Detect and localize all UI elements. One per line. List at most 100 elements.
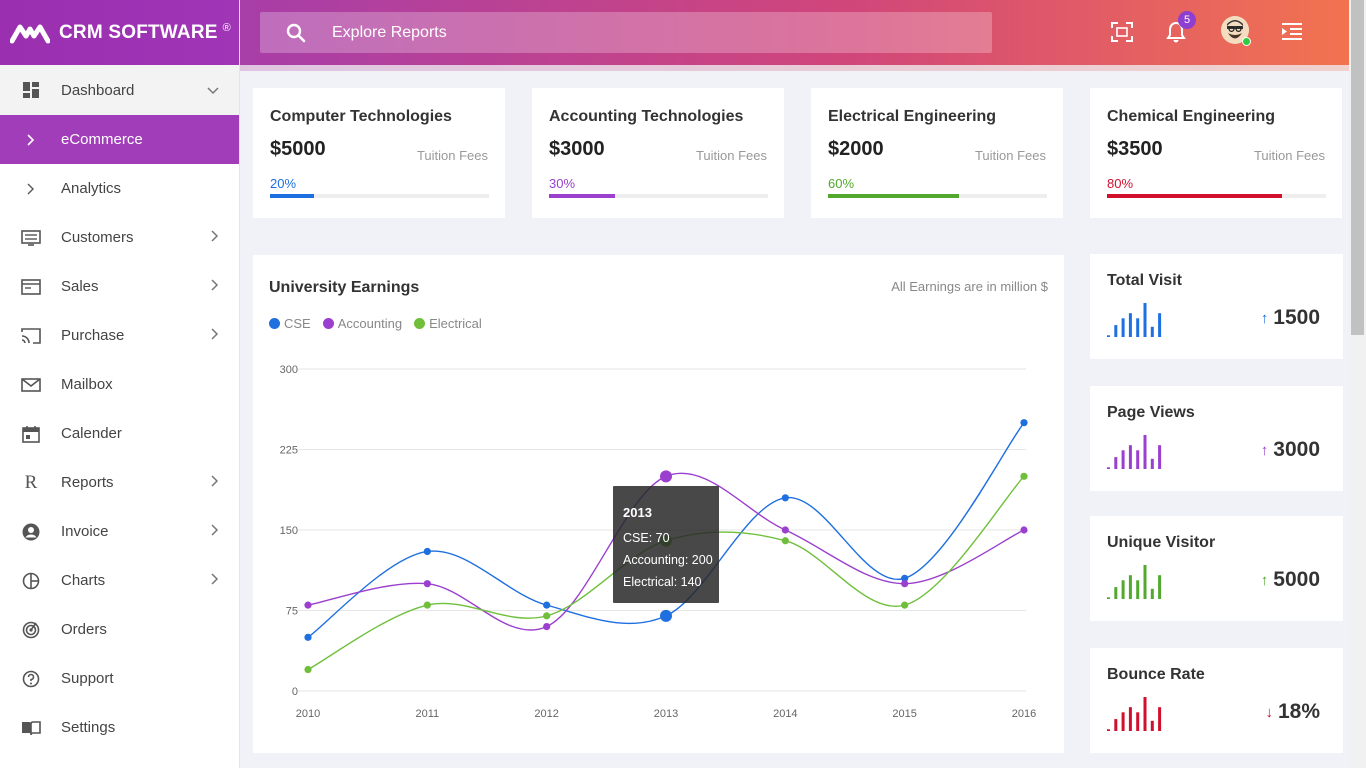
x-tick-label: 2013	[654, 708, 678, 720]
sparkline-bar	[1136, 712, 1140, 731]
chart-legend: CSE Accounting Electrical	[269, 316, 494, 331]
progress-bar-track	[549, 194, 768, 198]
sparkline-bar	[1128, 707, 1132, 731]
sparkline-bar	[1158, 707, 1162, 731]
legend-label: Accounting	[337, 316, 403, 331]
y-tick-label: 150	[280, 525, 298, 537]
x-tick-label: 2016	[1012, 708, 1036, 720]
sparkline-bar	[1107, 467, 1110, 469]
progress-bar-fill	[1107, 194, 1283, 198]
sparkline-bar	[1107, 597, 1110, 599]
sparkline-bar	[1121, 450, 1125, 469]
sparkline-bar	[1128, 575, 1132, 599]
data-point-cse	[901, 574, 909, 582]
tuition-card-percent: 20%	[270, 176, 297, 191]
data-point-cse	[1020, 419, 1028, 427]
sidebar-item-customers[interactable]: Customers	[0, 213, 239, 262]
x-tick-label: 2010	[296, 708, 320, 720]
y-tick-label: 300	[280, 364, 298, 376]
sparkline-bar	[1114, 587, 1118, 599]
sparkline-bars	[1107, 303, 1162, 337]
page-scrollbar[interactable]	[1349, 0, 1366, 768]
sparkline-bar	[1158, 313, 1162, 337]
sales-icon	[20, 276, 42, 298]
sparkline-bar	[1150, 458, 1154, 469]
stat-card-unique-visitor: Unique Visitor ↑ 5000	[1090, 516, 1343, 621]
sidebar-item-label: Analytics	[61, 180, 122, 197]
stat-value-text: 5000	[1273, 568, 1320, 591]
top-header: 5	[240, 0, 1350, 71]
tuition-card-accounting: Accounting Technologies $3000 Tuition Fe…	[532, 88, 784, 218]
legend-dot	[322, 318, 334, 329]
sparkline-bar	[1143, 697, 1147, 731]
data-point-accounting	[1020, 526, 1028, 534]
chevron-right-icon	[211, 279, 219, 294]
tooltip-line: Accounting: 200	[623, 553, 713, 567]
sidebar-item-calender[interactable]: Calender	[0, 409, 239, 458]
legend-item-electrical[interactable]: Electrical	[414, 316, 482, 331]
data-point-electrical	[423, 601, 431, 609]
x-tick-label: 2015	[892, 708, 916, 720]
sparkline-bar	[1158, 445, 1162, 469]
data-point-electrical	[1020, 472, 1028, 480]
tuition-card-percent: 60%	[828, 176, 855, 191]
sparkline-bar	[1143, 303, 1147, 337]
search-icon[interactable]	[286, 23, 306, 43]
tooltip-title: 2013	[623, 505, 652, 520]
sidebar-item-support[interactable]: Support	[0, 654, 239, 703]
tuition-card-amount: $3000	[549, 138, 605, 160]
sidebar-item-purchase[interactable]: Purchase	[0, 311, 239, 360]
menu-toggle-icon[interactable]	[1280, 20, 1304, 44]
sparkline-bar	[1121, 712, 1125, 731]
sidebar-item-reports[interactable]: R Reports	[0, 458, 239, 507]
tuition-card-subtitle: Tuition Fees	[695, 148, 767, 163]
tuition-card-percent: 80%	[1107, 176, 1134, 191]
sidebar-item-label: Settings	[61, 719, 116, 736]
data-point-cse	[304, 633, 312, 641]
search-input[interactable]	[332, 23, 932, 42]
sidebar-item-charts[interactable]: Charts	[0, 556, 239, 605]
legend-item-accounting[interactable]: Accounting	[322, 316, 403, 331]
stat-card-title: Page Views	[1107, 404, 1195, 421]
sidebar-item-analytics[interactable]: Analytics	[0, 164, 239, 213]
trend-arrow-icon: ↑	[1260, 571, 1269, 589]
trend-arrow-icon: ↓	[1265, 703, 1273, 721]
brand-registered-mark: ®	[222, 21, 231, 34]
tuition-card-amount: $2000	[828, 138, 884, 160]
sidebar-item-label: Support	[61, 670, 114, 687]
x-tick-label: 2012	[534, 708, 558, 720]
tuition-card-title: Electrical Engineering	[828, 108, 997, 125]
tuition-card-chemical: Chemical Engineering $3500 Tuition Fees …	[1090, 88, 1342, 218]
legend-item-cse[interactable]: CSE	[269, 316, 311, 331]
stat-value-text: 18%	[1277, 700, 1320, 723]
y-tick-label: 0	[292, 686, 298, 698]
sidebar-item-settings[interactable]: Settings	[0, 703, 239, 752]
sidebar-item-dashboard[interactable]: Dashboard	[0, 65, 239, 115]
tuition-card-amount: $3500	[1107, 138, 1163, 160]
sidebar-item-label: Charts	[61, 572, 106, 589]
stat-card-title: Unique Visitor	[1107, 534, 1216, 551]
sparkline-bar	[1158, 575, 1162, 599]
sidebar-item-mailbox[interactable]: Mailbox	[0, 360, 239, 409]
scrollbar-thumb[interactable]	[1351, 0, 1364, 335]
sidebar-item-orders[interactable]: Orders	[0, 605, 239, 654]
earnings-line-chart[interactable]: 0 75 150 225 300 2010 2011 2012 2013 2014 2015 2016…	[253, 255, 1064, 753]
sidebar-item-label: Sales	[61, 278, 99, 295]
sidebar-item-invoice[interactable]: Invoice	[0, 507, 239, 556]
sparkline-bar	[1150, 720, 1154, 731]
data-point-electrical	[304, 665, 312, 674]
chevron-right-icon	[211, 328, 219, 343]
search-bar[interactable]	[260, 12, 992, 53]
data-point-accounting	[423, 580, 431, 588]
progress-bar-fill	[828, 194, 960, 198]
sparkline-bar	[1114, 457, 1118, 469]
fullscreen-icon[interactable]	[1110, 20, 1134, 44]
progress-bar-track	[270, 194, 489, 198]
sparkline-bar	[1136, 318, 1140, 337]
progress-bar-fill	[270, 194, 314, 198]
sidebar-item-sales[interactable]: Sales	[0, 262, 239, 311]
chevron-right-icon	[211, 524, 219, 539]
sidebar-item-ecommerce[interactable]: eCommerce	[0, 115, 239, 164]
legend-dot	[414, 318, 426, 329]
user-avatar[interactable]	[1221, 16, 1249, 44]
